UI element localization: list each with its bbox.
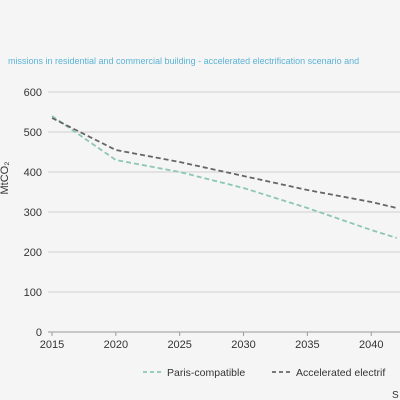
y-tick-label: 500 — [24, 127, 42, 139]
series-line-accelerated-electrif — [51, 117, 397, 209]
x-tick-label: 2015 — [40, 339, 64, 351]
x-tick-label: 2040 — [359, 339, 383, 351]
y-tick-label: 600 — [24, 87, 42, 99]
y-tick-label: 0 — [36, 327, 42, 339]
series-lines — [51, 115, 398, 239]
x-tick-label: 2035 — [295, 339, 319, 351]
series-line-paris-compatible — [51, 115, 398, 239]
source-text: S — [392, 390, 399, 400]
legend-label: Accelerated electrif — [296, 367, 385, 379]
chart-title: missions in residential and commercial b… — [8, 56, 359, 66]
legend: Paris-compatible Accelerated electrif — [143, 367, 385, 379]
y-ticks: 0 100 200 300 400 500 600 — [24, 87, 42, 339]
x-tick-label: 2030 — [231, 339, 255, 351]
x-ticks: 2015 2020 2025 2030 2035 2040 — [40, 332, 383, 351]
x-tick-label: 2020 — [104, 339, 128, 351]
y-tick-label: 100 — [24, 287, 42, 299]
x-tick-label: 2025 — [167, 339, 191, 351]
y-tick-label: 200 — [24, 247, 42, 259]
y-tick-label: 400 — [24, 167, 42, 179]
grid — [48, 91, 400, 333]
y-axis-label: MtCO₂ — [0, 162, 11, 195]
y-tick-label: 300 — [24, 207, 42, 219]
legend-label: Paris-compatible — [167, 367, 245, 379]
